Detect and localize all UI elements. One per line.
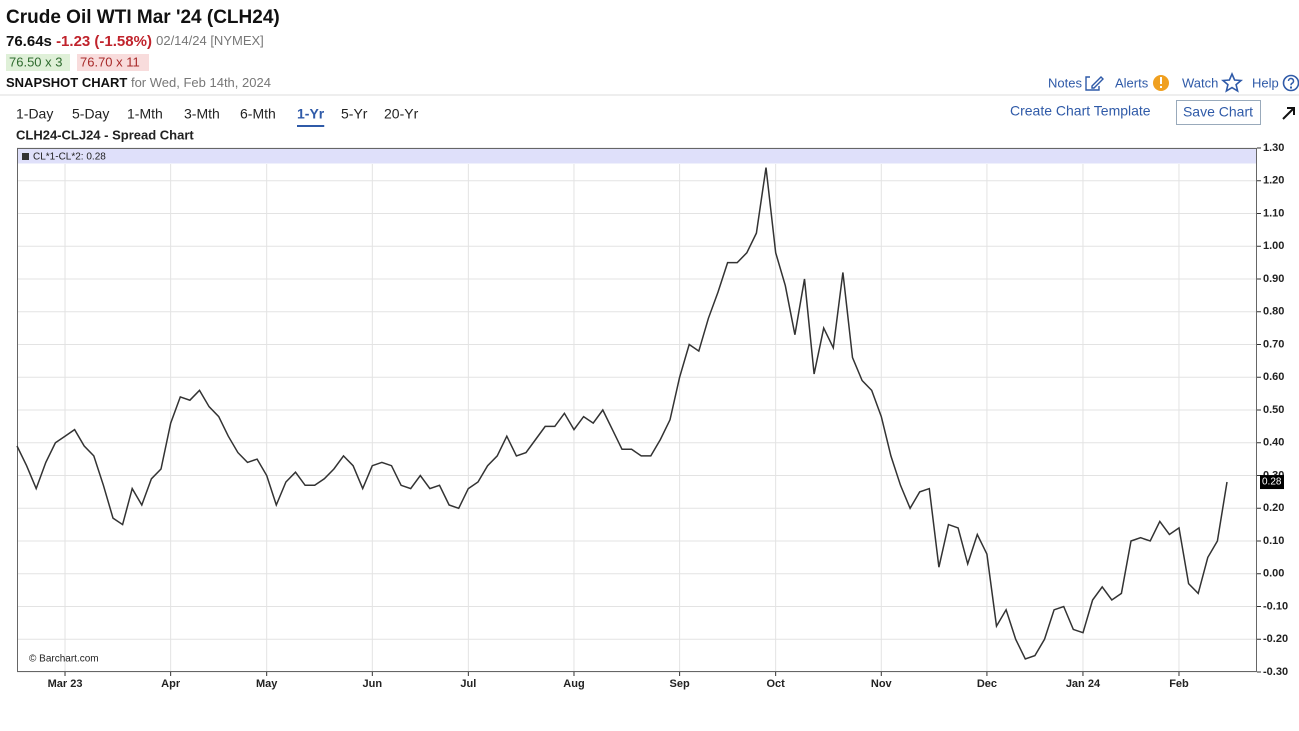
alerts-icon-dot (1160, 86, 1162, 88)
quote-info: 02/14/24 [NYMEX] (156, 33, 264, 48)
expand-icon[interactable] (1282, 107, 1295, 120)
y-tick-label: 0.00 (1263, 568, 1284, 580)
ask-box (77, 54, 149, 71)
x-tick-label: Oct (766, 678, 785, 690)
y-tick-label: 1.20 (1263, 175, 1284, 187)
x-tick-label: Mar 23 (48, 678, 83, 690)
y-tick-label: 0.40 (1263, 437, 1284, 449)
y-tick-label: 1.00 (1263, 240, 1284, 252)
credit: © Barchart.com (29, 654, 99, 665)
x-tick-label: Sep (670, 678, 690, 690)
change: -1.23 (-1.58%) (56, 33, 152, 50)
notes-link[interactable]: Notes (1048, 75, 1082, 90)
quote-line: 76.64s -1.23 (-1.58%) 02/14/24 [NYMEX] (6, 33, 264, 50)
help-link[interactable]: Help (1252, 75, 1279, 90)
ask: 76.70 x 11 (80, 54, 140, 69)
x-tick-label: Jan 24 (1066, 678, 1101, 690)
page-title: Crude Oil WTI Mar '24 (CLH24) (6, 7, 280, 28)
period-tab[interactable]: 1-Mth (127, 106, 163, 122)
snapshot-line: SNAPSHOT CHART for Wed, Feb 14th, 2024 (6, 75, 271, 90)
template-link[interactable]: Create Chart Template (1010, 103, 1151, 119)
period-tab[interactable]: 3-Mth (184, 106, 220, 122)
y-tick-label: 0.80 (1263, 306, 1284, 318)
y-tick-label: 0.20 (1263, 502, 1284, 514)
last-value-label: 0.28 (1262, 477, 1282, 488)
x-tick-label: Nov (871, 678, 893, 690)
chart-title: CLH24-CLJ24 - Spread Chart (16, 127, 194, 142)
series-line (16, 167, 1228, 660)
period-tab[interactable]: 20-Yr (384, 106, 419, 122)
period-tab[interactable]: 6-Mth (240, 106, 276, 122)
snapshot-date: for Wed, Feb 14th, 2024 (131, 75, 271, 90)
y-tick-label: 1.30 (1263, 142, 1284, 154)
save-button[interactable] (1176, 100, 1261, 125)
watch-icon[interactable] (1221, 71, 1243, 93)
y-tick-label: -0.30 (1263, 666, 1288, 678)
x-tick-label: Dec (977, 678, 997, 690)
y-tick-label: 0.60 (1263, 371, 1284, 383)
price: 76.64s (6, 33, 52, 50)
y-tick-label: 0.90 (1263, 273, 1284, 285)
y-tick-label: 0.70 (1263, 338, 1284, 350)
notes-icon[interactable] (1085, 76, 1104, 91)
last-value-badge (1260, 475, 1284, 490)
x-tick-label: Aug (563, 678, 584, 690)
bid: 76.50 x 3 (9, 54, 63, 69)
alerts-icon-mark (1160, 77, 1162, 84)
x-tick-label: Apr (161, 678, 181, 690)
y-tick-label: -0.20 (1263, 633, 1288, 645)
y-tick-label: 0.10 (1263, 535, 1284, 547)
legend-label: CL*1-CL*2: 0.28 (33, 152, 106, 163)
plot-border (17, 148, 1257, 672)
period-tab[interactable]: 5-Yr (341, 106, 368, 122)
legend-swatch (22, 153, 29, 160)
alerts-link[interactable]: Alerts (1115, 75, 1149, 90)
period-tabs: 1-Day 5-Day 1-Mth 3-Mth 6-Mth 1-Yr 5-Yr 20-Yr (16, 106, 419, 127)
y-tick-label: 0.50 (1263, 404, 1284, 416)
watch-link[interactable]: Watch (1182, 75, 1218, 90)
period-tab[interactable]: 1-Day (16, 106, 53, 122)
help-icon-mark (1287, 77, 1295, 86)
period-tab[interactable]: 5-Day (72, 106, 109, 122)
x-tick-label: Jun (363, 678, 383, 690)
snapshot-label: SNAPSHOT CHART (6, 75, 127, 90)
save-button-label[interactable]: Save Chart (1183, 104, 1253, 120)
x-tick-label: Feb (1169, 678, 1189, 690)
x-tick-label: Jul (460, 678, 476, 690)
period-tab[interactable]: 1-Yr (297, 106, 325, 122)
legend-band (17, 148, 1257, 164)
y-tick-label: -0.10 (1263, 600, 1288, 612)
bid-box (6, 54, 70, 71)
y-tick-label: 1.10 (1263, 207, 1284, 219)
chart: 1.30 1.20 1.10 1.00 0.90 0.80 0.70 0.60 0.50 0.40… (16, 142, 1288, 690)
x-tick-label: May (256, 678, 278, 690)
help-icon-dot (1290, 86, 1292, 89)
